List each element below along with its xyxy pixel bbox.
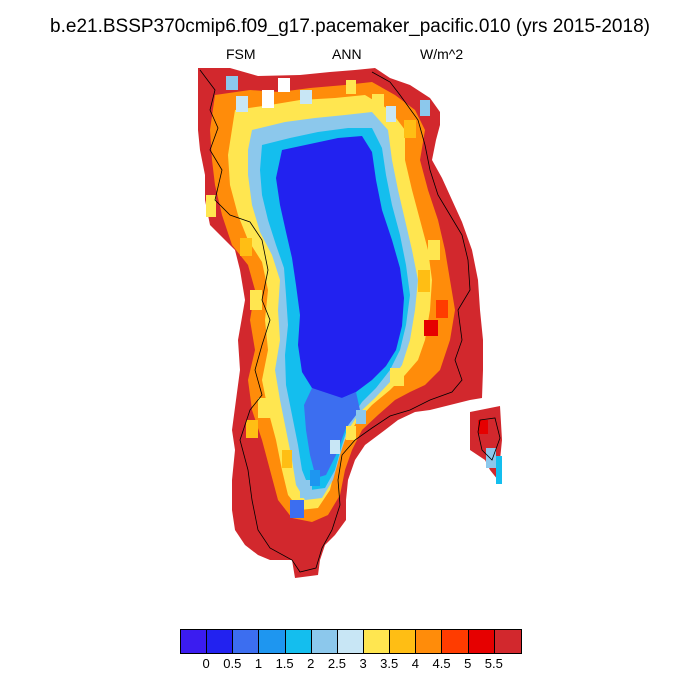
colorbar-tick-label: 5.5 [484, 656, 503, 671]
colorbar-tick-label: 3 [359, 656, 367, 671]
colorbar-swatch [259, 630, 286, 653]
variable-label: FSM [226, 46, 256, 62]
colorbar-swatch [416, 630, 443, 653]
colorbar-swatch [311, 630, 338, 653]
colorbar-swatch [468, 630, 495, 653]
colorbar-tick-label: 3.5 [380, 656, 399, 671]
colorbar-tick-label: 1.5 [275, 656, 294, 671]
colorbar-swatch [285, 630, 312, 653]
island-cell [486, 448, 496, 468]
colorbar-swatch [233, 630, 260, 653]
colorbar-tick-label: 5 [464, 656, 472, 671]
season-label: ANN [332, 46, 362, 62]
colorbar-tick-label: 0.5 [223, 656, 242, 671]
medium-blue-fringe [304, 388, 360, 478]
interior-ice-sheet [276, 136, 404, 398]
colorbar-swatch [337, 630, 364, 653]
colorbar-swatch [494, 630, 521, 653]
colorbar-swatch [442, 630, 469, 653]
colorbar-tick-label: 4.5 [432, 656, 451, 671]
colorbar-tick-label: 2 [307, 656, 315, 671]
colorbar-tick-label: 4 [411, 656, 419, 671]
plot-title: b.e21.BSSP370cmip6.f09_g17.pacemaker_pac… [50, 16, 650, 37]
colorbar-labels: 0 0.5 1 1.5 2 2.5 3 3.5 4 4.5 5 5.5 [180, 656, 520, 672]
colorbar-swatch [181, 630, 208, 653]
colorbar-swatch [207, 630, 234, 653]
margin-cells [206, 76, 448, 518]
coastline-island [477, 417, 501, 461]
island-cell [478, 420, 488, 434]
units-label: W/m^2 [420, 46, 464, 62]
colorbar-swatch [390, 630, 417, 653]
island-cell [496, 456, 502, 484]
colorbar-swatch [363, 630, 391, 653]
colorbar-tick-label: 0 [202, 656, 210, 671]
colorbar-tick-label: 2.5 [327, 656, 346, 671]
colorbar [180, 629, 522, 654]
colorbar-tick-label: 1 [254, 656, 263, 671]
coastline [199, 69, 471, 573]
